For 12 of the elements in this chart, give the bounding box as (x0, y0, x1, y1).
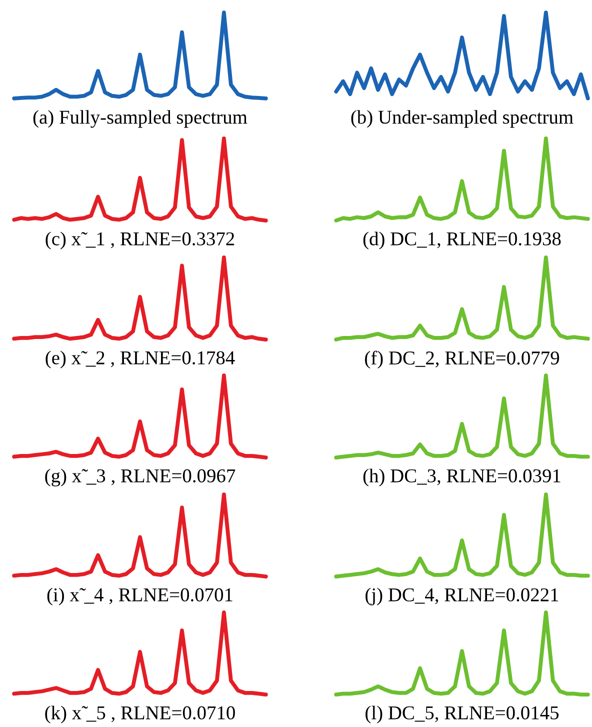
text: (j) DC_4, RLNE=0.0221 (366, 588, 558, 606)
text: (c) x̃ _1 , RLNE=0.3372 (46, 232, 234, 250)
text: (h) DC_3, RLNE=0.0391 (363, 468, 560, 486)
text: (l) DC_5, RLNE=0.0145 (366, 706, 559, 724)
text: (b) Under-sampled spectrum (351, 110, 574, 128)
text: (d) DC_1, RLNE=0.1938 (363, 232, 561, 250)
text: (f) DC_2, RLNE=0.0779 (365, 350, 560, 369)
text: (k) x̃ _5 , RLNE=0.0710 (45, 706, 235, 724)
text: (e) x̃ _2 , RLNE=0.1784 (46, 350, 235, 368)
text: (a) Fully-sampled spectrum (33, 110, 248, 128)
text: (i) x̃ _4 , RLNE=0.0701 (47, 588, 232, 606)
text: (g) x̃ _3 , RLNE=0.0967 (45, 468, 236, 486)
